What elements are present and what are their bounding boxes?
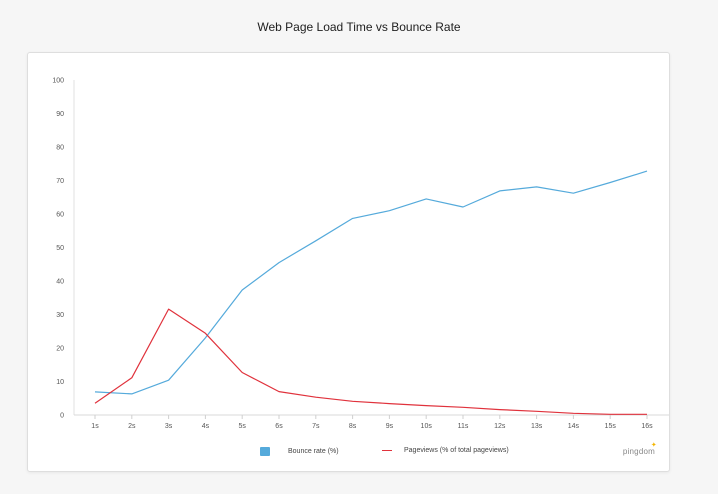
legend: Bounce rate (%) Pageviews (% of total pa…: [28, 443, 669, 463]
data-point-pageviews[interactable]: [608, 412, 612, 416]
y-tick-label: 90: [56, 111, 64, 118]
legend-item-bounce-rate[interactable]: Bounce rate (%): [260, 447, 339, 456]
data-point-pageviews[interactable]: [535, 409, 539, 413]
data-point-pageviews[interactable]: [167, 307, 171, 311]
x-tick-label: 12s: [494, 423, 506, 430]
x-tick-label: 1s: [91, 423, 99, 430]
x-tick-label: 5s: [238, 423, 246, 430]
legend-item-pageviews[interactable]: Pageviews (% of total pageviews): [382, 447, 509, 454]
data-point-pageviews[interactable]: [424, 404, 428, 408]
y-tick-label: 100: [52, 78, 64, 85]
y-tick-label: 30: [56, 312, 64, 319]
legend-swatch-bounce-rate: [260, 447, 270, 456]
data-point-bounce-rate[interactable]: [387, 209, 391, 213]
data-point-bounce-rate[interactable]: [277, 261, 281, 265]
x-tick-label: 10s: [421, 423, 433, 430]
legend-swatch-pageviews: [382, 449, 392, 452]
y-tick-label: 70: [56, 178, 64, 185]
series-line-pageviews: [94, 308, 647, 415]
x-tick-label: 9s: [386, 423, 394, 430]
data-point-bounce-rate[interactable]: [240, 288, 244, 292]
pingdom-logo: pingdom ✦: [622, 442, 657, 456]
data-point-bounce-rate[interactable]: [314, 239, 318, 243]
chart-title: Web Page Load Time vs Bounce Rate: [257, 20, 461, 34]
data-point-pageviews[interactable]: [498, 408, 502, 412]
x-tick-label: 2s: [128, 423, 136, 430]
y-tick-label: 80: [56, 145, 64, 152]
data-point-pageviews[interactable]: [351, 399, 355, 403]
data-point-bounce-rate[interactable]: [498, 189, 502, 193]
x-axis-ticks: 1s 2s 3s 4s 5s 6s 7s 8s 9s 10s 11s 12s 13s 14s 15s 16s: [91, 415, 653, 430]
data-point-pageviews[interactable]: [571, 411, 575, 415]
y-tick-label: 0: [60, 413, 64, 420]
data-point-pageviews[interactable]: [93, 401, 97, 405]
x-tick-label: 8s: [349, 423, 357, 430]
legend-label-bounce-rate: Bounce rate (%): [288, 448, 339, 455]
data-point-bounce-rate[interactable]: [203, 336, 207, 340]
y-axis-ticks: 0 10 20 30 40 50 60 70 80 90 100: [52, 78, 64, 420]
chart-card: 0 10 20 30 40 50 60 70 80 90 100 1s 2s 3s 4s 5s 6s 7s 8s 9…: [27, 52, 670, 472]
data-point-bounce-rate[interactable]: [167, 378, 171, 382]
y-tick-label: 50: [56, 245, 64, 252]
data-point-pageviews[interactable]: [240, 370, 244, 374]
data-point-pageviews[interactable]: [203, 331, 207, 335]
data-point-bounce-rate[interactable]: [351, 216, 355, 220]
data-point-bounce-rate[interactable]: [130, 392, 134, 396]
y-tick-label: 10: [56, 379, 64, 386]
x-tick-label: 11s: [458, 423, 469, 430]
data-point-bounce-rate[interactable]: [608, 181, 612, 185]
y-tick-label: 60: [56, 212, 64, 219]
legend-label-pageviews: Pageviews (% of total pageviews): [404, 447, 509, 454]
data-point-pageviews[interactable]: [461, 405, 465, 409]
x-tick-label: 6s: [275, 423, 283, 430]
data-point-bounce-rate[interactable]: [461, 205, 465, 209]
line-chart: 0 10 20 30 40 50 60 70 80 90 100 1s 2s 3s 4s 5s 6s 7s 8s 9…: [52, 78, 669, 430]
data-point-pageviews[interactable]: [387, 402, 391, 406]
x-tick-label: 7s: [312, 423, 320, 430]
data-point-bounce-rate[interactable]: [424, 197, 428, 201]
x-tick-label: 14s: [568, 423, 580, 430]
data-point-pageviews[interactable]: [130, 376, 134, 380]
series-line-bounce-rate: [94, 170, 648, 395]
data-point-pageviews[interactable]: [314, 395, 318, 399]
data-point-pageviews[interactable]: [277, 390, 281, 394]
y-tick-label: 20: [56, 346, 64, 353]
data-point-bounce-rate[interactable]: [93, 390, 97, 394]
brand-name: pingdom: [622, 447, 655, 456]
brand-star-icon: ✦: [650, 442, 657, 449]
series-lines: [93, 169, 649, 416]
data-point-bounce-rate[interactable]: [535, 185, 539, 189]
x-tick-label: 3s: [165, 423, 173, 430]
x-tick-label: 16s: [641, 423, 653, 430]
data-point-pageviews[interactable]: [645, 412, 649, 416]
x-tick-label: 4s: [202, 423, 210, 430]
x-tick-label: 15s: [605, 423, 617, 430]
y-tick-label: 40: [56, 279, 64, 286]
data-point-bounce-rate[interactable]: [571, 191, 575, 195]
x-tick-label: 13s: [531, 423, 543, 430]
data-point-bounce-rate[interactable]: [645, 169, 649, 173]
